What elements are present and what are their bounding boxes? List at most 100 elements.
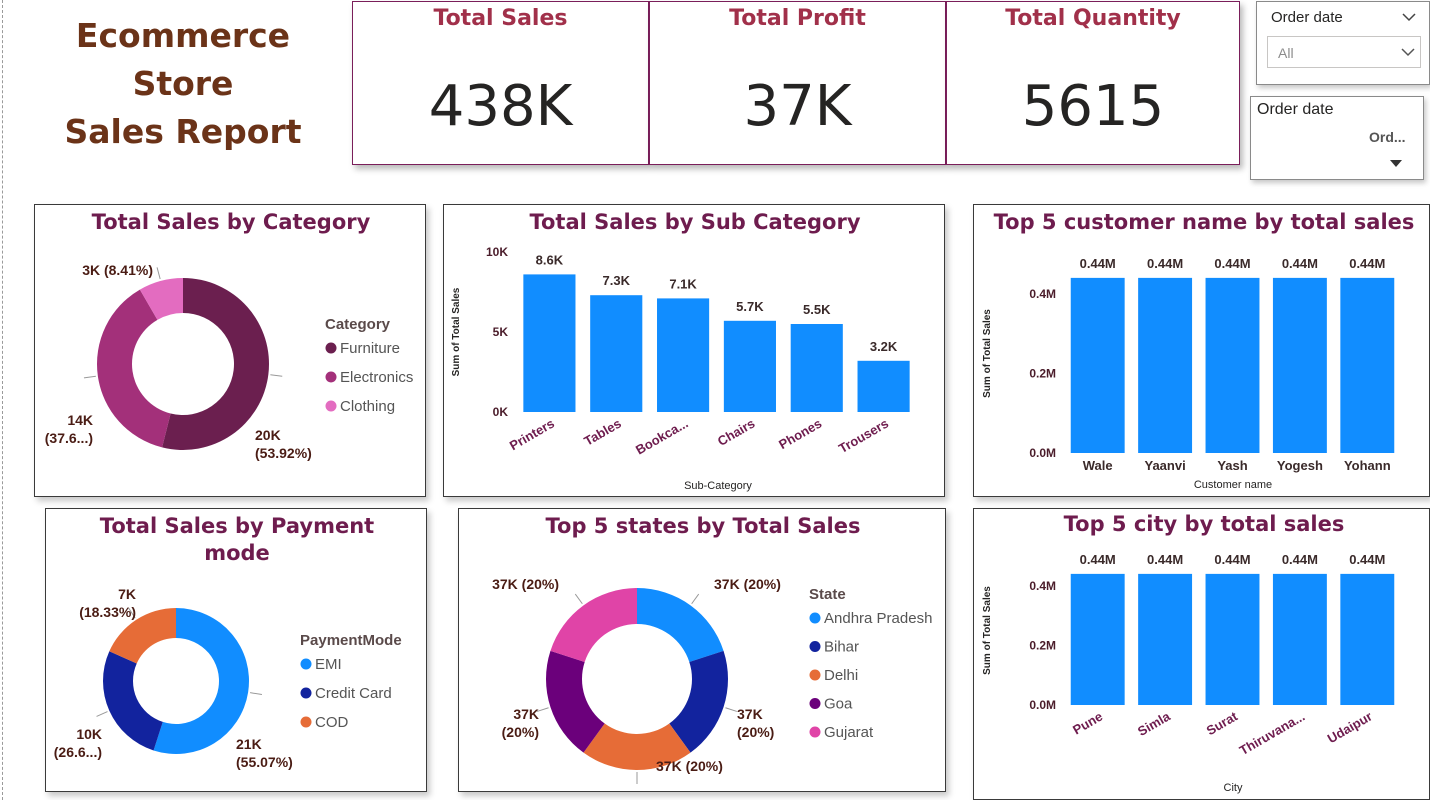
x-tick-label: Thiruvana... <box>1237 709 1308 758</box>
bar[interactable] <box>1138 573 1193 705</box>
bar-data-label: 0.44M <box>1214 256 1250 271</box>
x-tick-label: Yaanvi <box>1144 458 1185 473</box>
subcategory-bar-chart[interactable]: Total Sales by Sub Category 0K 5K 10K Sum of… <box>444 205 946 498</box>
report-title-line1: Ecommerce Store <box>75 16 291 103</box>
data-label: (37.6...) <box>45 430 93 446</box>
donut-slice[interactable] <box>546 650 605 753</box>
bar[interactable] <box>1205 573 1260 705</box>
y-tick-label: 0.4M <box>1029 287 1056 301</box>
bar[interactable] <box>590 295 643 412</box>
legend-item[interactable]: Andhra Pradesh <box>824 610 932 627</box>
legend-item[interactable]: Gujarat <box>824 724 874 741</box>
kpi-label: Total Sales <box>433 6 568 31</box>
legend-item[interactable]: Bihar <box>824 639 859 656</box>
x-tick-label: Surat <box>1204 708 1241 738</box>
bar[interactable] <box>1138 277 1193 453</box>
x-tick-label: Wale <box>1083 458 1113 473</box>
subcategory-chart-card[interactable]: Total Sales by Sub Category 0K 5K 10K Sum of… <box>443 204 945 497</box>
states-chart-card[interactable]: Top 5 states by Total Sales 37K (20%) 37K (… <box>458 508 946 792</box>
slicer-label: Order date <box>1257 101 1334 118</box>
data-label: (20%) <box>737 724 774 740</box>
states-donut-chart[interactable]: Top 5 states by Total Sales 37K (20%) 37K (… <box>459 509 947 793</box>
donut-slice[interactable] <box>669 650 728 753</box>
customers-chart-card[interactable]: Top 5 customer name by total sales 0.0M 0.… <box>973 204 1430 497</box>
category-donut-chart[interactable]: Total Sales by Category 20K (53.92%) 14K (37… <box>35 205 427 498</box>
bar[interactable] <box>1070 573 1125 705</box>
bar[interactable] <box>857 360 910 412</box>
donut-slice[interactable] <box>637 588 724 663</box>
legend-item[interactable]: Goa <box>824 696 853 713</box>
order-date-dropdown[interactable]: All <box>1267 36 1421 68</box>
donut-slice[interactable] <box>550 588 637 663</box>
kpi-card-total-profit[interactable]: Total Profit 37K <box>649 1 946 165</box>
chart-title: Total Sales by Category <box>92 210 371 234</box>
kpi-label: Total Quantity <box>1005 6 1181 31</box>
donut-slice[interactable] <box>583 723 691 770</box>
kpi-card-total-quantity[interactable]: Total Quantity 5615 <box>946 1 1240 165</box>
dropdown-value: All <box>1278 45 1294 61</box>
bar[interactable] <box>523 274 576 412</box>
category-chart-card[interactable]: Total Sales by Category 20K (53.92%) 14K (37… <box>34 204 426 497</box>
x-axis-title: City <box>1224 782 1243 794</box>
customers-bar-chart[interactable]: Top 5 customer name by total sales 0.0M 0.… <box>974 205 1430 498</box>
data-label: (55.07%) <box>236 754 293 770</box>
x-tick-label: Yohann <box>1344 458 1391 473</box>
legend-item[interactable]: Credit Card <box>315 685 392 702</box>
x-tick-label: Trousers <box>836 416 891 456</box>
bar[interactable] <box>1272 277 1327 453</box>
legend-item[interactable]: Clothing <box>340 398 395 415</box>
bar[interactable] <box>723 320 776 412</box>
bar-data-label: 3.2K <box>870 339 898 354</box>
order-date-slicer[interactable]: Order date All <box>1256 1 1430 85</box>
bar-data-label: 5.5K <box>803 302 831 317</box>
bar-data-label: 0.44M <box>1080 256 1116 271</box>
payment-donut-chart[interactable]: Total Sales by Payment mode 21K (55.07%) 10K… <box>46 509 428 793</box>
donut-slice[interactable] <box>102 651 163 751</box>
legend-marker <box>300 716 312 728</box>
donut-slice[interactable] <box>139 278 183 320</box>
chart-title: Total Sales by Payment <box>100 514 374 538</box>
x-tick-label: Chairs <box>715 416 758 449</box>
bar[interactable] <box>790 324 843 412</box>
legend-marker <box>809 641 821 652</box>
bar[interactable] <box>1340 573 1395 705</box>
donut-slice[interactable] <box>97 289 171 448</box>
legend-marker <box>300 658 312 670</box>
leader-line <box>96 711 108 717</box>
bar[interactable] <box>1205 277 1260 453</box>
payment-chart-card[interactable]: Total Sales by Payment mode 21K (55.07%) 10K… <box>45 508 427 792</box>
chevron-down-icon[interactable] <box>1401 12 1417 22</box>
donut-slice[interactable] <box>109 608 176 664</box>
bar[interactable] <box>1070 277 1125 453</box>
y-tick-label: 0.4M <box>1029 579 1056 593</box>
legend-item[interactable]: EMI <box>315 656 342 673</box>
legend-marker <box>325 371 337 383</box>
x-tick-label: Tables <box>581 416 623 449</box>
caret-down-icon[interactable] <box>1389 159 1403 169</box>
report-title: Ecommerce Store Sales Report <box>22 12 344 156</box>
cities-bar-chart[interactable]: Top 5 city by total sales 0.0M 0.2M 0.4M Sum… <box>974 509 1430 800</box>
bar-data-label: 0.44M <box>1349 256 1385 271</box>
hierarchy-value[interactable]: Ord... <box>1369 129 1406 145</box>
bar[interactable] <box>1272 573 1327 705</box>
x-tick-label: Pune <box>1070 709 1105 738</box>
bar-data-label: 0.44M <box>1147 552 1183 567</box>
bar[interactable] <box>657 298 710 412</box>
legend-item[interactable]: Furniture <box>340 340 400 357</box>
bar-data-label: 0.44M <box>1214 552 1250 567</box>
bar[interactable] <box>1340 277 1395 453</box>
legend-item[interactable]: Electronics <box>340 369 413 386</box>
donut-slice[interactable] <box>153 608 249 754</box>
leader-line <box>536 707 549 712</box>
x-tick-label: Simla <box>1135 708 1173 739</box>
legend-item[interactable]: Delhi <box>824 667 858 684</box>
legend-item[interactable]: COD <box>315 714 349 731</box>
donut-slice[interactable] <box>162 278 269 450</box>
y-tick-label: 0.2M <box>1029 366 1056 380</box>
kpi-card-total-sales[interactable]: Total Sales 438K <box>352 1 649 165</box>
bar-data-label: 5.7K <box>736 299 764 314</box>
chart-title: Top 5 states by Total Sales <box>546 514 861 538</box>
leader-line <box>725 707 738 712</box>
cities-chart-card[interactable]: Top 5 city by total sales 0.0M 0.2M 0.4M Sum… <box>973 508 1430 800</box>
order-date-hierarchy-slicer[interactable]: Order date Ord... <box>1250 96 1424 180</box>
